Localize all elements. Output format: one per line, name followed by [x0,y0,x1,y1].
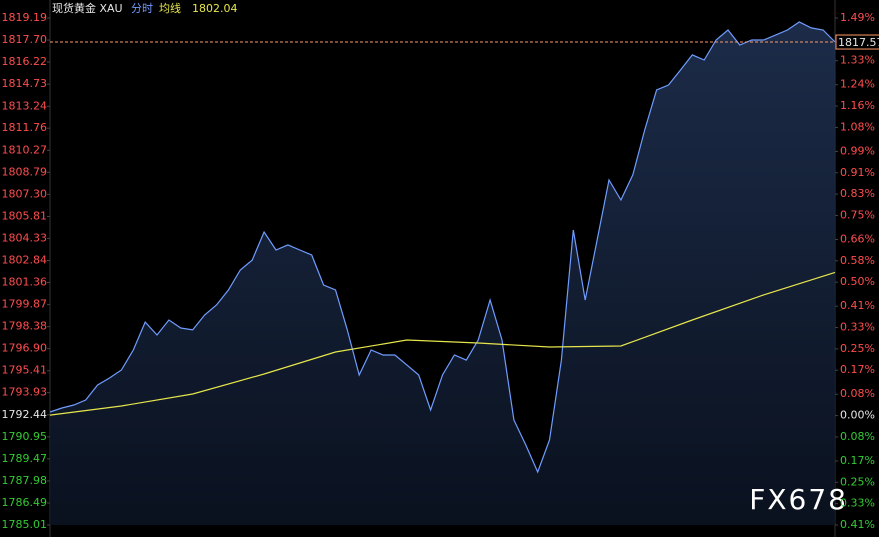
y-tick-label: 1802.84 [2,254,48,267]
price-line [49,21,836,474]
y2-tick-label: 1.16% [840,99,875,112]
y-tick-label: 1805.81 [2,209,48,222]
price-area [50,22,835,525]
y2-tick-label: 0.00% [840,409,875,422]
y2-tick-label: 0.41% [840,518,875,531]
y2-tick-label: 0.50% [840,275,875,288]
price-tag: 1817.57 [838,36,879,49]
price-tag-box [835,34,879,50]
watermark: FX678 [749,483,848,516]
y-tick-label: 1814.73 [2,77,48,90]
y2-tick-label: 0.66% [840,232,875,245]
y2-tick-label: 0.41% [840,299,875,312]
average-line [49,271,836,416]
y2-tick-label: 0.33% [840,321,875,334]
y2-tick-label: 0.08% [840,387,875,400]
y2-tick-label: 1.24% [840,78,875,91]
y2-tick-label: 0.08% [840,430,875,443]
y-tick-label: 1789.47 [2,452,48,465]
y-tick-label: 1796.90 [2,342,48,355]
y-tick-label: 1819.19 [2,11,48,24]
y-tick-label: 1786.49 [2,496,48,509]
y2-tick-label: 0.17% [840,454,875,467]
y-tick-label: 1817.70 [2,33,48,46]
y2-tick-label: 1.49% [840,11,875,24]
y-tick-label: 1801.36 [2,275,48,288]
y-tick-label: 1793.93 [2,386,48,399]
y-tick-label: 1808.79 [2,165,48,178]
header-value: 1802.04 [192,2,238,15]
y2-tick-label: 0.83% [840,187,875,200]
chart-title: 现货黄金 XAU [52,1,123,15]
y2-tick-label: 0.25% [840,475,875,488]
y2-tick-label: 0.91% [840,166,875,179]
y-tick-label: 1790.95 [2,430,48,443]
y2-tick-label: 0.25% [840,342,875,355]
plot [49,21,836,525]
y2-tick-label: 0.99% [840,144,875,157]
y2-tick-label: 0.17% [840,363,875,376]
y-tick-label: 1810.27 [2,143,48,156]
y2-tick-label: 0.75% [840,208,875,221]
y-tick-label: 1807.30 [2,187,48,200]
legend-entry: 均线 [159,1,181,15]
y-tick-label: 1792.44 [2,408,48,421]
y-tick-label: 1785.01 [2,518,48,531]
y-tick-label: 1816.22 [2,55,48,68]
y-tick-label: 1795.41 [2,364,48,377]
y2-tick-label: 0.58% [840,254,875,267]
y2-tick-label: 1.08% [840,120,875,133]
y2-tick-label: 0.33% [840,497,875,510]
y-tick-label: 1799.87 [2,298,48,311]
y-tick-label: 1813.24 [2,99,48,112]
y-tick-label: 1804.33 [2,231,48,244]
y-tick-label: 1787.98 [2,474,48,487]
y2-tick-label: 1.33% [840,54,875,67]
y-tick-label: 1798.38 [2,320,48,333]
legend-entry: 分时 [131,2,153,15]
y-tick-label: 1811.76 [2,121,48,134]
